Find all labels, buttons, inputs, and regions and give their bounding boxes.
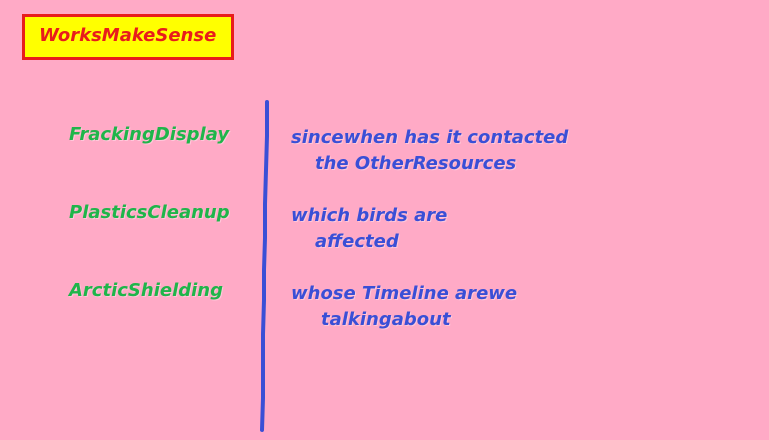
topic-label-arctic-shielding: ArcticShielding [69,280,224,301]
logo-text: WorksMakeSense [39,25,217,46]
topic-label-plastics-cleanup: PlasticsCleanup [69,202,230,223]
logo-badge: WorksMakeSense [22,14,234,60]
question-line-2: talkingabout [321,309,451,330]
question-line-1: sincewhen has it contacted [291,127,569,148]
question-line-2: the OtherResources [315,153,517,174]
question-line-2: affected [315,231,399,252]
topic-label-fracking-display: FrackingDisplay [69,124,230,145]
question-text-fracking-display: sincewhen has it contacted the OtherReso… [291,125,568,177]
question-text-plastics-cleanup: which birds are affected [291,203,447,255]
question-line-1: whose Timeline arewe [291,283,518,304]
question-line-1: which birds are [291,205,448,226]
question-text-arctic-shielding: whose Timeline arewe talkingabout [291,281,517,333]
